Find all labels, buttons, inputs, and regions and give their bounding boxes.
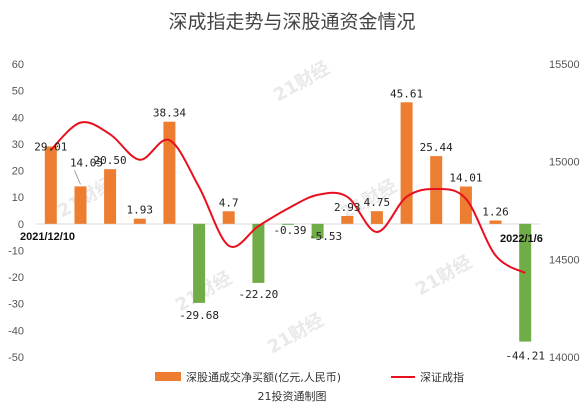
bar-0 bbox=[44, 146, 57, 224]
left-tick-8: -20 bbox=[8, 272, 24, 284]
bar-1 bbox=[74, 186, 87, 224]
bar-label-6: 4.7 bbox=[219, 196, 239, 209]
watermark-0: 21财经 bbox=[270, 57, 334, 107]
bar-label-1: 14.05 bbox=[70, 156, 103, 169]
left-tick-7: -10 bbox=[8, 245, 24, 257]
end-date-label: 2022/1/6 bbox=[500, 233, 543, 245]
bar-11 bbox=[370, 211, 383, 224]
bar-label-9: -5.53 bbox=[309, 230, 342, 243]
left-tick-1: 50 bbox=[12, 86, 24, 98]
left-tick-2: 40 bbox=[12, 112, 24, 124]
legend-bar-swatch bbox=[155, 372, 181, 381]
bar-label-16: -44.21 bbox=[505, 350, 545, 363]
bar-5 bbox=[193, 223, 206, 303]
right-tick-2: 14500 bbox=[549, 254, 580, 266]
left-tick-11: -50 bbox=[8, 352, 24, 364]
legend-bar-label: 深股通成交净买额(亿元,人民币) bbox=[186, 370, 341, 384]
bar-6 bbox=[222, 211, 235, 224]
line-series bbox=[50, 121, 526, 274]
legend-line-label: 深证成指 bbox=[420, 370, 464, 384]
left-tick-10: -40 bbox=[8, 325, 24, 337]
right-tick-1: 15000 bbox=[549, 157, 580, 169]
bar-label-8: -0.39 bbox=[273, 224, 306, 237]
right-tick-3: 14000 bbox=[549, 352, 580, 364]
left-tick-4: 20 bbox=[12, 166, 24, 178]
bar-label-0: 29.01 bbox=[34, 141, 67, 154]
bar-label-7: -22.20 bbox=[239, 288, 279, 301]
right-axis-ticks: 15500 15000 14500 14000 bbox=[549, 59, 580, 364]
bar-label-11: 4.75 bbox=[364, 196, 391, 209]
bar-2 bbox=[104, 169, 117, 224]
watermark-4: 21财经 bbox=[264, 309, 328, 359]
bar-label-5: -29.68 bbox=[179, 309, 219, 322]
source-note: 21投资通制图 bbox=[258, 389, 327, 403]
chart-title: 深成指走势与深股通资金情况 bbox=[168, 11, 415, 33]
label-leader-1 bbox=[74, 170, 81, 185]
bar-4 bbox=[163, 121, 176, 224]
start-date-label: 2021/12/10 bbox=[20, 231, 75, 243]
legend: 深股通成交净买额(亿元,人民币) 深证成指 bbox=[155, 370, 464, 384]
left-tick-3: 30 bbox=[12, 139, 24, 151]
left-tick-9: -30 bbox=[8, 299, 24, 311]
right-tick-0: 15500 bbox=[549, 59, 580, 71]
left-axis-ticks: 60 50 40 30 20 10 0 -10 -20 -30 -40 -50 bbox=[8, 59, 24, 364]
bar-label-12: 45.61 bbox=[390, 87, 423, 100]
bar-label-2: 20.50 bbox=[94, 154, 127, 167]
bar-label-14: 14.01 bbox=[449, 172, 482, 185]
bar-label-15: 1.26 bbox=[482, 206, 509, 219]
left-tick-5: 10 bbox=[12, 192, 24, 204]
index-line bbox=[50, 121, 526, 274]
bar-12 bbox=[400, 102, 413, 224]
bar-15 bbox=[489, 220, 502, 224]
watermark-5: 21财经 bbox=[412, 251, 476, 301]
bar-3 bbox=[133, 218, 146, 224]
bar-label-4: 38.34 bbox=[153, 107, 186, 120]
bar-series bbox=[44, 102, 532, 342]
bar-label-3: 1.93 bbox=[127, 204, 154, 217]
bar-9 bbox=[311, 223, 324, 239]
bar-8 bbox=[282, 223, 294, 225]
bar-label-10: 2.93 bbox=[334, 201, 361, 214]
left-tick-0: 60 bbox=[12, 59, 24, 71]
bar-10 bbox=[341, 216, 354, 224]
bar-16 bbox=[519, 223, 532, 342]
bar-7 bbox=[252, 223, 265, 283]
bar-label-13: 25.44 bbox=[420, 141, 453, 154]
left-tick-6: 0 bbox=[18, 219, 24, 231]
